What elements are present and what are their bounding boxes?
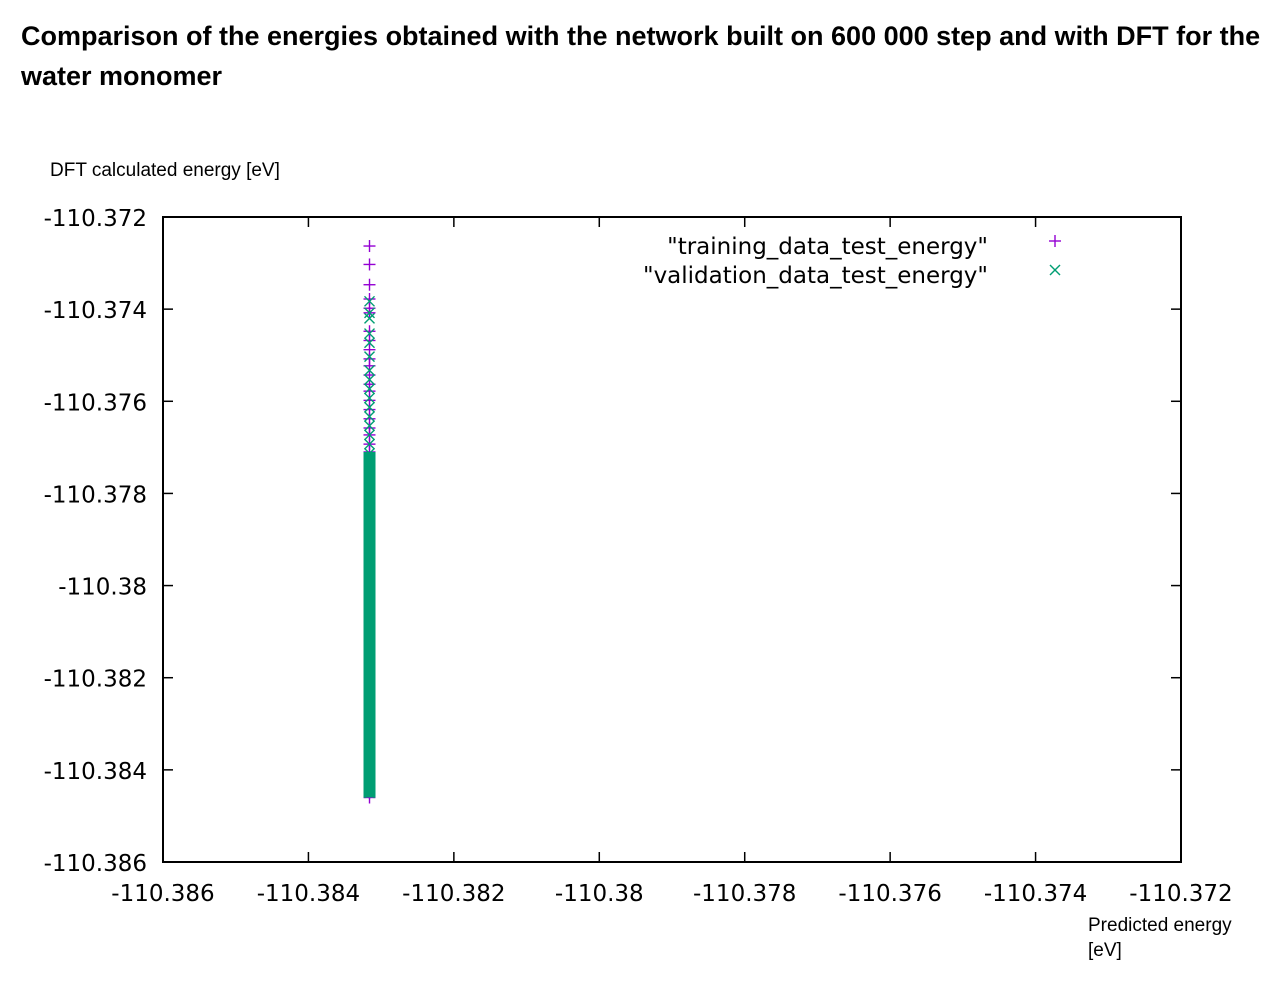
validation-point: [364, 750, 376, 762]
y-tick-label: -110.382: [44, 667, 147, 693]
validation-point: [364, 709, 376, 721]
validation-point: [364, 612, 376, 624]
x-tick-label: -110.378: [693, 881, 796, 907]
y-tick-label: -110.386: [44, 851, 147, 877]
y-tick-label: -110.376: [44, 390, 147, 416]
x-tick-label: -110.374: [984, 881, 1087, 907]
validation-point: [364, 374, 376, 386]
y-tick-label: -110.378: [44, 482, 147, 508]
validation-point: [364, 764, 376, 776]
y-tick-label: -110.372: [44, 206, 147, 232]
x-tick-label: -110.372: [1129, 881, 1232, 907]
x-tick-label: -110.382: [402, 881, 505, 907]
validation-point: [364, 722, 376, 734]
validation-point: [364, 570, 376, 582]
training-point: [363, 240, 376, 253]
x-axis-label: Predicted energy [eV]: [1088, 915, 1232, 961]
legend-label-validation: "validation_data_test_energy": [643, 263, 988, 289]
y-axis-label: DFT calculated energy [eV]: [50, 160, 280, 181]
validation-point: [364, 584, 376, 596]
legend-label-training: "training_data_test_energy": [667, 234, 988, 260]
validation-point: [364, 681, 376, 693]
chart-title: Comparison of the energies obtained with…: [21, 21, 1261, 91]
validation-point: [364, 410, 376, 422]
y-tick-label: -110.38: [58, 575, 147, 601]
validation-point: [364, 337, 376, 349]
validation-point: [364, 447, 376, 459]
validation-point: [364, 307, 376, 319]
validation-point: [364, 420, 376, 432]
validation-point: [364, 626, 376, 638]
y-tick-label: -110.384: [44, 759, 147, 785]
validation-point: [364, 695, 376, 707]
x-tick-label: -110.386: [111, 881, 214, 907]
validation-point: [364, 484, 376, 496]
validation-point: [364, 529, 376, 541]
validation-point: [364, 639, 376, 651]
validation-point: [364, 383, 376, 395]
validation-point: [364, 787, 376, 799]
validation-point: [364, 736, 376, 748]
validation-point: [364, 778, 376, 790]
validation-point: [364, 401, 376, 413]
validation-point: [364, 457, 376, 469]
validation-point: [364, 364, 376, 376]
validation-point: [364, 392, 376, 404]
training-point: [363, 258, 376, 271]
validation-point: [364, 543, 376, 555]
x-tick-label: -110.384: [257, 881, 360, 907]
validation-point: [364, 653, 376, 665]
validation-point: [364, 475, 376, 487]
validation-point: [364, 493, 376, 505]
validation-point: [364, 466, 376, 478]
validation-point: [364, 429, 376, 441]
validation-point: [364, 312, 376, 324]
validation-point: [364, 328, 376, 340]
validation-point: [364, 557, 376, 569]
validation-point: [364, 598, 376, 610]
validation-point: [364, 667, 376, 679]
validation-point: [364, 515, 376, 527]
legend-marker-validation: [1049, 264, 1061, 276]
validation-point: [364, 501, 376, 513]
validation-point: [364, 351, 376, 363]
x-tick-label: -110.376: [838, 881, 941, 907]
validation-point: [364, 295, 376, 307]
legend-marker-training: [1049, 235, 1061, 247]
validation-point: [364, 438, 376, 450]
y-tick-label: -110.374: [44, 298, 147, 324]
plot-frame: [162, 216, 1182, 863]
x-tick-label: -110.38: [555, 881, 644, 907]
training-point: [363, 278, 376, 291]
